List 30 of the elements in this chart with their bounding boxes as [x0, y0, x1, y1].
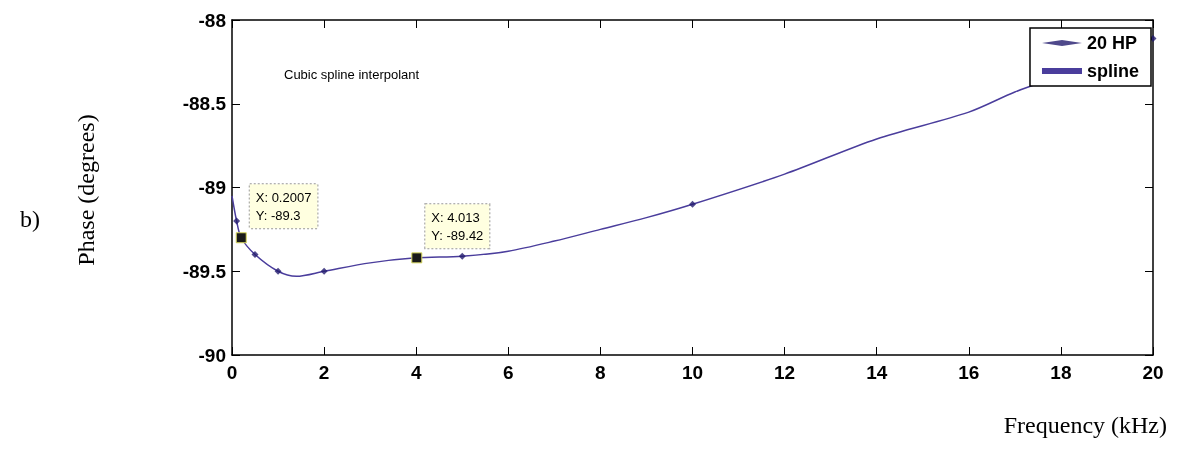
y-tick-label: -89.5: [182, 260, 227, 282]
x-tick-label: 4: [410, 362, 422, 383]
x-tick-label: 10: [681, 362, 704, 383]
x-tick-label: 12: [774, 362, 796, 383]
point: [233, 217, 241, 225]
y-tick-label: -89: [198, 177, 226, 198]
x-tick-label: 20: [1142, 362, 1164, 383]
x-tick-label: 14: [866, 362, 888, 383]
y-tick-label: -90: [198, 344, 226, 366]
x-tick-label: 16: [958, 362, 980, 383]
point: [689, 200, 696, 208]
annotation: X: 0.2007 Y: -89.3: [255, 189, 312, 223]
legend-label: spline: [1086, 61, 1139, 81]
y-tick-label: -88: [198, 9, 226, 31]
x-tick-label: 0: [226, 362, 238, 383]
x-tick-label: 2: [318, 362, 330, 383]
x-axis-title: Frequency (kHz): [1003, 412, 1167, 438]
y-axis-title: Phase (degrees): [73, 114, 99, 266]
point: [251, 251, 259, 258]
x-tick-label: 6: [503, 362, 514, 383]
point: [274, 267, 282, 275]
legend-label: 20 HP: [1086, 33, 1138, 53]
point: [458, 252, 466, 260]
text: b): [20, 206, 40, 232]
annotation: X: 4.013 Y: -89.42: [431, 209, 484, 243]
x-tick-label: 18: [1050, 362, 1072, 383]
point: [320, 267, 328, 275]
x-tick-label: 8: [595, 362, 606, 383]
y-tick-label: -88.5: [182, 93, 227, 115]
annotation: Cubic spline interpolant: [284, 67, 420, 82]
